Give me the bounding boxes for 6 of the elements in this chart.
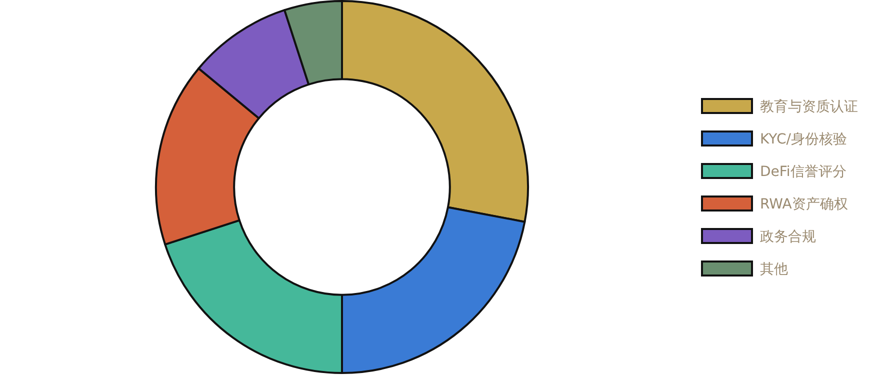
legend-label: 政务合规	[760, 229, 816, 245]
legend-label: 其他	[760, 262, 788, 278]
legend-label: RWA资产确权	[760, 196, 848, 212]
legend-label: KYC/身份核验	[760, 132, 847, 148]
legend-label: DeFi信誉评分	[760, 164, 846, 180]
legend-label: 教育与资质认证	[760, 98, 858, 115]
